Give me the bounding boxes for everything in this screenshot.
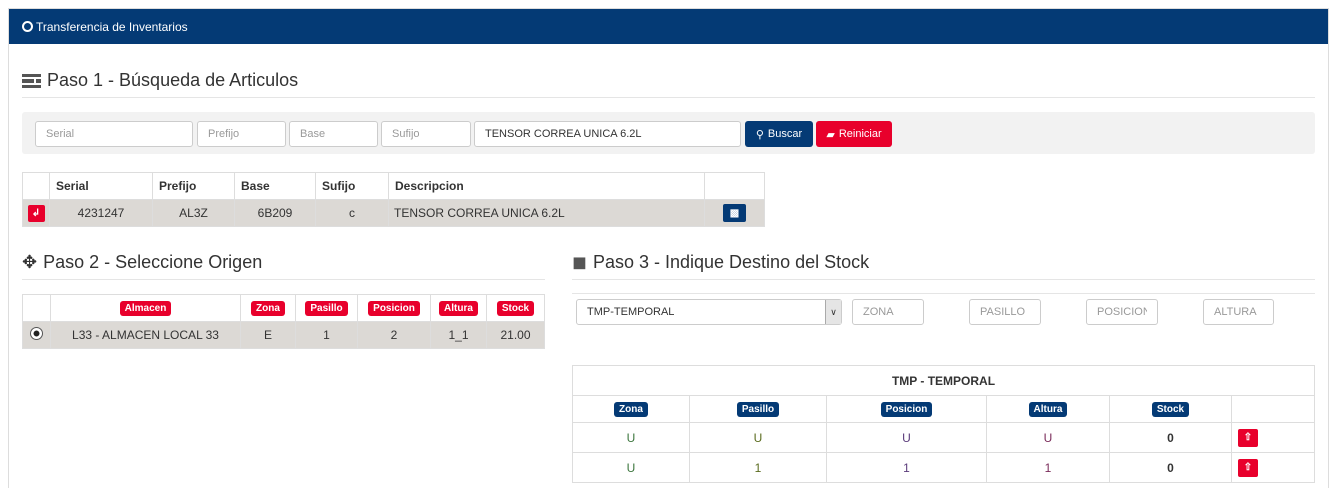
cell-pasillo: U <box>689 422 827 453</box>
transfer-button[interactable]: ⇧ <box>1238 458 1258 477</box>
col-altura: Altura <box>1028 402 1068 417</box>
select-article-button[interactable]: ↲ <box>27 204 45 222</box>
move-icon: ✥ <box>22 252 38 272</box>
cell-altura: 1_1 <box>430 321 487 349</box>
step3-title: Paso 3 - Indique Destino del Stock <box>592 252 870 272</box>
col-descripcion: Descripcion <box>388 172 705 200</box>
almacen-select[interactable]: TMP-TEMPORAL ∨ <box>576 299 842 325</box>
circle-icon <box>22 21 33 32</box>
search-icon: ⚲ <box>755 128 764 141</box>
col-stock: Stock <box>496 301 535 316</box>
step1-heading: Paso 1 - Búsqueda de Articulos <box>22 70 1315 98</box>
cell-descripcion: TENSOR CORREA UNICA 6.2L <box>388 199 705 227</box>
table-row: U U U U 0 ⇧ <box>572 422 1315 453</box>
cell-stock: 21.00 <box>486 321 545 349</box>
altura-input[interactable] <box>1203 299 1274 325</box>
descripcion-input[interactable] <box>474 121 741 147</box>
col-pasillo: Pasillo <box>305 301 348 316</box>
serial-input[interactable] <box>35 121 193 147</box>
col-zona: Zona <box>614 402 648 417</box>
step3-heading: ◼ Paso 3 - Indique Destino del Stock <box>572 252 1315 280</box>
tasks-icon <box>22 73 41 88</box>
reiniciar-button[interactable]: ▰ Reiniciar <box>816 121 892 147</box>
base-input[interactable] <box>289 121 378 147</box>
buscar-button[interactable]: ⚲ Buscar <box>745 121 813 147</box>
cell-stock: 0 <box>1109 452 1232 483</box>
pasillo-input[interactable] <box>969 299 1041 325</box>
table-row: ↲ 4231247 AL3Z 6B209 c TENSOR CORREA UNI… <box>22 199 765 227</box>
cell-base: 6B209 <box>234 199 316 227</box>
almacen-selected: TMP-TEMPORAL <box>587 306 675 318</box>
step2-title: Paso 2 - Seleccione Origen <box>43 252 263 272</box>
col-posicion: Posicion <box>880 402 933 417</box>
sufijo-input[interactable] <box>381 121 471 147</box>
car-icon-button[interactable]: ▩ <box>723 204 746 222</box>
reiniciar-label: Reiniciar <box>838 128 882 140</box>
step2-heading: ✥ Paso 2 - Seleccione Origen <box>22 252 545 280</box>
panel-header: Transferencia de Inventarios <box>9 9 1328 44</box>
cubes-icon: ◼ <box>572 252 587 272</box>
divider <box>572 293 1315 294</box>
col-altura: Altura <box>439 301 478 316</box>
eraser-icon: ▰ <box>826 128 835 141</box>
step1-title: Paso 1 - Búsqueda de Articulos <box>47 70 299 90</box>
cell-stock: 0 <box>1109 422 1232 453</box>
col-sufijo: Sufijo <box>315 172 389 200</box>
destination-table: TMP - TEMPORAL Zona Pasillo Posicion Alt… <box>572 365 1315 483</box>
cell-pasillo: 1 <box>689 452 827 483</box>
cell-posicion: 1 <box>826 452 987 483</box>
transfer-button[interactable]: ⇧ <box>1238 428 1258 447</box>
cell-pasillo: 1 <box>295 321 358 349</box>
col-prefijo: Prefijo <box>152 172 235 200</box>
cell-zona: U <box>572 422 690 453</box>
col-base: Base <box>234 172 316 200</box>
cell-altura: 1 <box>986 452 1110 483</box>
col-posicion: Posicion <box>368 301 420 316</box>
destination-table-title: TMP - TEMPORAL <box>572 365 1315 396</box>
cell-posicion: 2 <box>357 321 431 349</box>
cell-altura: U <box>986 422 1110 453</box>
panel-title: Transferencia de Inventarios <box>36 19 188 34</box>
cell-posicion: U <box>826 422 987 453</box>
col-almacen: Almacen <box>119 301 172 316</box>
cell-sufijo: c <box>315 199 389 227</box>
posicion-input[interactable] <box>1086 299 1158 325</box>
cell-zona: E <box>240 321 296 349</box>
table-row: L33 - ALMACEN LOCAL 33 E 1 2 1_1 21.00 <box>22 321 545 349</box>
chevron-down-icon: ∨ <box>825 300 841 324</box>
cell-prefijo: AL3Z <box>152 199 235 227</box>
buscar-label: Buscar <box>767 128 803 140</box>
origin-radio[interactable] <box>30 327 43 340</box>
articles-table: Serial Prefijo Base Sufijo Descripcion ↲ 423… <box>22 172 765 227</box>
cell-serial: 4231247 <box>49 199 153 227</box>
main-panel: Transferencia de Inventarios <box>8 8 1329 488</box>
col-pasillo: Pasillo <box>736 402 780 417</box>
col-stock: Stock <box>1151 402 1190 417</box>
col-serial: Serial <box>49 172 153 200</box>
cell-zona: U <box>572 452 690 483</box>
col-zona: Zona <box>251 301 285 316</box>
cell-almacen: L33 - ALMACEN LOCAL 33 <box>50 321 241 349</box>
zona-input[interactable] <box>852 299 924 325</box>
table-row: U 1 1 1 0 ⇧ <box>572 452 1315 483</box>
origin-table: Almacen Zona Pasillo Posicion Altura Sto… <box>22 294 545 349</box>
prefijo-input[interactable] <box>197 121 286 147</box>
